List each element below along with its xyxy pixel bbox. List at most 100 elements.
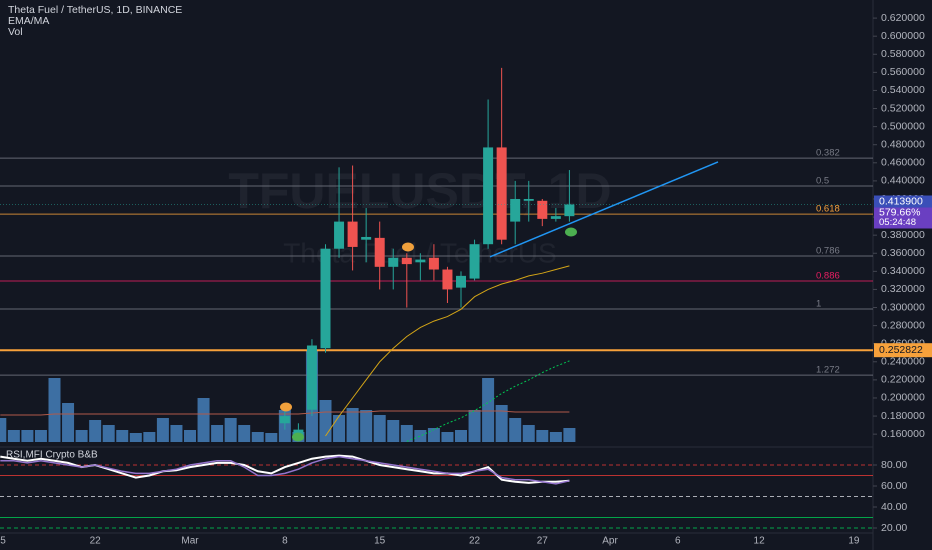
candle-body [320, 248, 331, 349]
volume-bar [21, 430, 34, 442]
indicator-label: EMA/MA [8, 15, 49, 27]
volume-bar [224, 418, 237, 442]
volume-bar [238, 425, 251, 442]
candle-body [306, 345, 317, 410]
fib-label: 0.618 [816, 204, 840, 215]
volume-bar [129, 433, 142, 442]
volume-bar [62, 403, 75, 442]
candle-body [347, 221, 358, 247]
fib-label: 1 [816, 299, 821, 310]
price-line-box [874, 343, 932, 358]
fib-label: 0.886 [816, 271, 840, 282]
candle-body [483, 147, 494, 245]
indicator-label: Vol [8, 26, 23, 38]
volume-bar [455, 430, 467, 442]
y-tick-label: 0.600000 [881, 30, 925, 42]
volume-bar [563, 428, 576, 442]
candle-body [523, 198, 534, 201]
fib-label: 1.272 [816, 365, 840, 376]
y-tick-label: 0.160000 [881, 428, 925, 440]
last-price-box-top [874, 195, 932, 208]
volume-bar [211, 425, 224, 442]
volume-bar [102, 425, 115, 442]
signal-dot [292, 432, 304, 442]
y-tick-label: 0.300000 [881, 301, 925, 313]
candle-body [496, 147, 507, 240]
signal-dot [280, 402, 292, 412]
volume-bar [468, 410, 481, 442]
fib-label: 0.5 [816, 176, 829, 187]
candle-body [469, 244, 480, 279]
y-tick-label: 0.620000 [881, 12, 925, 24]
candle-body [428, 257, 439, 270]
x-tick-label: 6 [675, 536, 681, 547]
volume-bar [75, 430, 88, 442]
x-tick-label: 27 [537, 536, 549, 547]
volume-bar [251, 432, 264, 442]
volume-bar [373, 415, 386, 442]
candle-body [510, 198, 521, 222]
volume-bar [265, 433, 278, 442]
volume-bar [89, 420, 102, 442]
watermark: TFUELUSDT, 1D Theta Fuel / TetherUS [228, 163, 611, 268]
y-tick-label: 0.340000 [881, 265, 925, 277]
x-tick-label: 15 [0, 536, 6, 547]
volume-bar [360, 410, 373, 442]
y-tick-label: 0.200000 [881, 392, 925, 404]
signal-dot [565, 227, 577, 237]
y-tick-label: 0.520000 [881, 102, 925, 114]
volume-bar [48, 378, 61, 442]
volume-bar [522, 425, 535, 442]
candle-body [361, 236, 372, 240]
ema-line [325, 265, 570, 437]
candle-body [334, 221, 345, 249]
volume-bar [7, 430, 20, 442]
volume-bar [400, 425, 413, 442]
volume-bar [346, 408, 359, 442]
candle-body [374, 237, 385, 267]
y-tick-label: 60.00 [881, 480, 907, 492]
x-tick-label: 22 [469, 536, 481, 547]
y-tick-label: 0.500000 [881, 120, 925, 132]
candle-body [550, 216, 561, 219]
oscillator-line [0, 455, 570, 485]
volume-bar [495, 405, 508, 442]
volume-bar [441, 432, 454, 442]
x-tick-label: 19 [848, 536, 860, 547]
candle-body [442, 269, 453, 290]
candle-body [537, 200, 548, 219]
x-tick-label: 8 [282, 536, 288, 547]
volume-bar [0, 418, 7, 442]
y-tick-label: 80.00 [881, 459, 907, 471]
fib-label: 0.382 [816, 148, 840, 159]
volume-bar [536, 430, 549, 442]
y-tick-label: 0.540000 [881, 84, 925, 96]
volume-bar [333, 415, 346, 442]
y-tick-label: 0.240000 [881, 356, 925, 368]
volume-bar [509, 418, 522, 442]
candle-body [401, 257, 412, 265]
volume-bar [414, 430, 427, 442]
y-tick-label: 0.580000 [881, 48, 925, 60]
countdown-label: 05:24:48 [879, 217, 916, 228]
x-tick-label: Mar [181, 536, 199, 547]
volume-bar [387, 420, 400, 442]
watermark-symbol: TFUELUSDT, 1D [228, 163, 611, 219]
y-tick-label: 0.440000 [881, 175, 925, 187]
x-tick-label: Apr [602, 536, 618, 547]
price-line-label: 0.252822 [879, 344, 923, 356]
y-tick-label: 0.360000 [881, 247, 925, 259]
volume-bar [170, 425, 183, 442]
candle-body [388, 257, 399, 267]
signal-dot [402, 242, 414, 252]
candle-body [564, 204, 575, 217]
volume-bar [197, 398, 210, 442]
y-tick-label: 0.560000 [881, 66, 925, 78]
candle-body [279, 416, 290, 424]
candle-body [415, 259, 426, 263]
volume-bar [116, 430, 129, 442]
x-tick-label: 22 [90, 536, 102, 547]
volume-bar [184, 430, 196, 442]
